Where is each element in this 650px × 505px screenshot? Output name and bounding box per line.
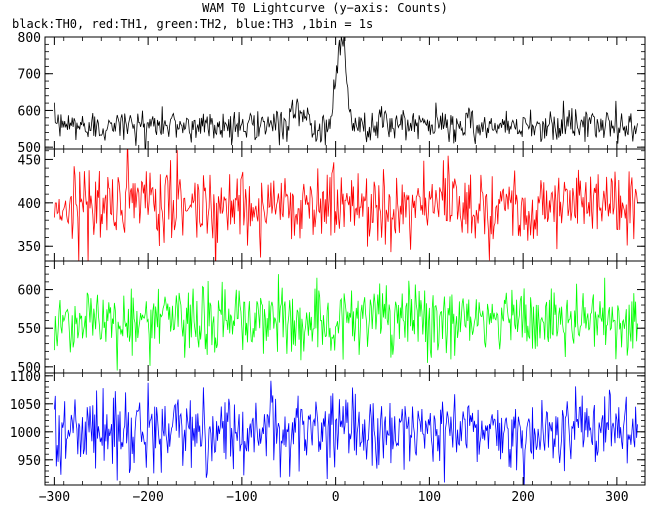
- y-tick-label: 600: [18, 104, 41, 119]
- chart-title: WAM T0 Lightcurve (y−axis: Counts): [202, 1, 448, 15]
- x-tick-label: 300: [605, 490, 628, 505]
- y-tick-label: 700: [18, 68, 41, 83]
- series-line-th3: [54, 380, 638, 485]
- x-tick-label: 200: [511, 490, 534, 505]
- panel-th0: 500 600 700 800: [18, 31, 646, 156]
- series-line-th0: [54, 37, 638, 149]
- x-axis: −300 −200 −100 0 100 200 300: [39, 490, 629, 505]
- y-tick-label: 450: [18, 153, 41, 168]
- y-tick-label: 500: [18, 141, 41, 156]
- x-tick-label: −200: [132, 490, 163, 505]
- series-line-th1: [54, 149, 638, 261]
- y-tick-label: 1100: [10, 370, 41, 385]
- chart-subtitle: black:TH0, red:TH1, green:TH2, blue:TH3 …: [12, 17, 374, 31]
- y-tick-label: 950: [18, 454, 41, 469]
- y-tick-label: 400: [18, 197, 41, 212]
- y-tick-label: 600: [18, 284, 41, 299]
- panel-th1: 350 400 450: [18, 148, 646, 262]
- panels-group: 5006007008003504004505005506009501000105…: [10, 31, 646, 486]
- panel-th2: 500 550 600: [18, 260, 646, 376]
- y-tick-label: 800: [18, 31, 41, 46]
- y-tick-label: 1050: [10, 398, 41, 413]
- y-tick-label: 550: [18, 322, 41, 337]
- x-tick-label: 0: [332, 490, 340, 505]
- panel-th3: 950 1000 1050 1100: [10, 370, 646, 486]
- y-tick-label: 350: [18, 240, 41, 255]
- y-tick-label: 500: [18, 361, 41, 376]
- y-tick-label: 1000: [10, 426, 41, 441]
- x-tick-label: −100: [226, 490, 257, 505]
- x-tick-label: 100: [418, 490, 441, 505]
- panel-frame: [44, 260, 646, 374]
- series-line-th2: [54, 274, 638, 371]
- x-tick-label: −300: [39, 490, 70, 505]
